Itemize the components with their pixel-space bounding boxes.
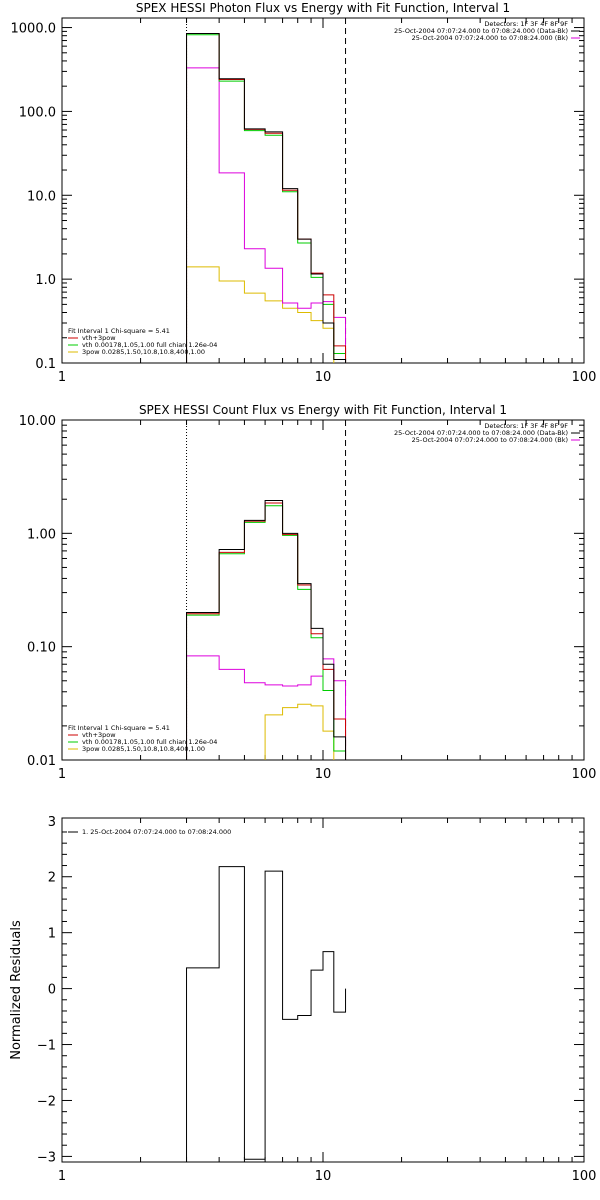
chart-title: SPEX HESSI Photon Flux vs Energy with Fi…: [136, 1, 510, 15]
series-line-5: [264, 703, 335, 760]
series-group: [186, 499, 347, 760]
y-tick-label: 1000.0: [11, 22, 57, 37]
series-line-5: [186, 266, 335, 363]
legend-entry: Fit Interval 1 Chi-square = 5.41: [68, 724, 170, 732]
x-tick-label: 100: [572, 1169, 597, 1184]
y-tick-label: 0.10: [27, 641, 56, 656]
y-axis-label: Normalized Residuals: [9, 920, 24, 1060]
panel-1: SPEX HESSI Photon Flux vs Energy with Fi…: [11, 1, 597, 385]
legend-entry: vth 0.00178,1.05,1.00 full chian 1.26e-0…: [82, 341, 217, 349]
x-tick-label: 10: [315, 1169, 332, 1184]
y-tick-label: 1.00: [27, 527, 56, 542]
series-line-1: [186, 499, 347, 760]
series-line-3: [186, 34, 347, 363]
y-tick-label: 10.00: [19, 414, 56, 429]
y-tick-label: 0: [48, 983, 56, 998]
x-tick-label: 10: [315, 370, 332, 385]
legend-header-text: Detectors: 1F 3F 4F 8F 9F: [484, 422, 568, 430]
y-tick-label: 100.0: [19, 105, 56, 120]
y-tick-label: 1: [48, 927, 56, 942]
series-line-1: [186, 866, 347, 1162]
x-tick-label: 1: [58, 1169, 66, 1184]
y-tick-label: 0.01: [27, 754, 56, 769]
x-tick-label: 100: [572, 767, 597, 782]
legend-header-text: 25-Oct-2004 07:07:24.000 to 07:08:24.000…: [412, 436, 568, 444]
legend-entry: vth+3pow: [82, 731, 116, 739]
legend-entry: Fit Interval 1 Chi-square = 5.41: [68, 327, 170, 335]
series-line-4: [186, 655, 347, 760]
panel-2: SPEX HESSI Count Flux vs Energy with Fit…: [19, 403, 597, 782]
x-tick-label: 1: [58, 767, 66, 782]
y-tick-label: 3: [48, 815, 56, 830]
y-tick-label: 10.0: [27, 189, 56, 204]
chart-title: SPEX HESSI Count Flux vs Energy with Fit…: [139, 403, 507, 417]
y-tick-label: 1.0: [35, 273, 56, 288]
y-tick-label: −3: [37, 1150, 56, 1165]
plot-frame: [61, 817, 585, 1163]
legend-header-text: 25-Oct-2004 07:07:24.000 to 07:08:24.000…: [394, 27, 568, 35]
series-group: [186, 32, 347, 363]
series-line-4: [186, 67, 347, 363]
series-line-3: [186, 505, 347, 760]
y-tick-label: −1: [37, 1039, 56, 1054]
legend-entry: vth+3pow: [82, 334, 116, 342]
series-line-1: [186, 32, 347, 363]
legend-header-text: Detectors: 1F 3F 4F 8F 9F: [484, 20, 568, 28]
x-tick-label: 100: [572, 370, 597, 385]
x-tick-label: 1: [58, 370, 66, 385]
x-tick-label: 10: [315, 767, 332, 782]
legend-entry: vth 0.00178,1.05,1.00 full chian 1.26e-0…: [82, 738, 217, 746]
legend-header-text: 25-Oct-2004 07:07:24.000 to 07:08:24.000…: [412, 34, 568, 42]
legend-entry: 1. 25-Oct-2004 07:07:24.000 to 07:08:24.…: [82, 828, 231, 836]
legend-header-text: 25-Oct-2004 07:07:24.000 to 07:08:24.000…: [394, 429, 568, 437]
y-tick-label: −2: [37, 1094, 56, 1109]
y-tick-label: 0.1: [35, 357, 56, 372]
legend-entry: 3pow 0.0285,1.50,10.8,10.8,400,1.00: [82, 348, 205, 356]
legend-entry: 3pow 0.0285,1.50,10.8,10.8,400,1.00: [82, 745, 205, 753]
series-line-2: [186, 32, 347, 363]
series-group: [186, 866, 347, 1162]
series-line-2: [186, 502, 347, 760]
y-tick-label: 2: [48, 871, 56, 886]
